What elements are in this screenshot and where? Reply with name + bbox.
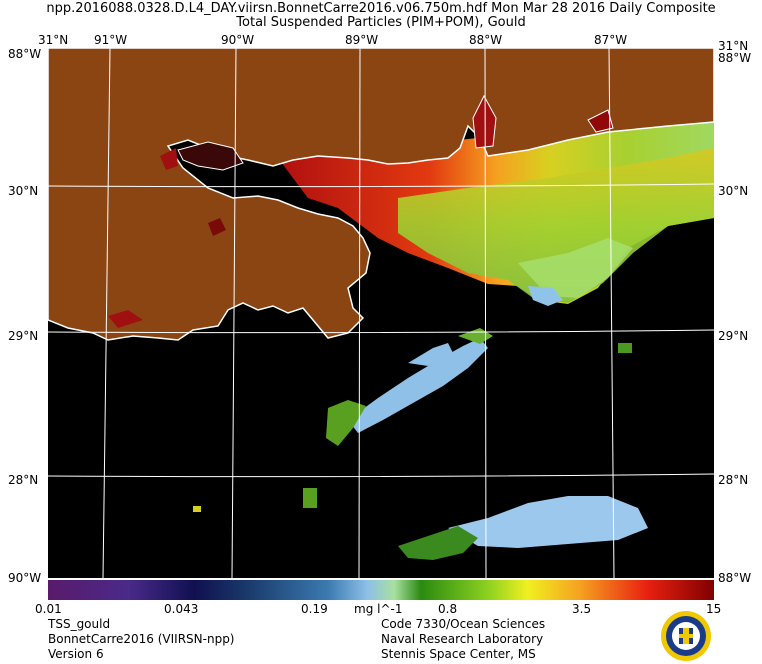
coastal-marsh-red (108, 310, 143, 328)
colorbar (48, 580, 714, 600)
southern-filament-blue (448, 496, 648, 548)
colorbar-tick-label: 0.8 (438, 602, 458, 616)
colorbar-tick-label: 3.5 (572, 602, 592, 616)
version-label: Version 6 (48, 647, 104, 661)
org-location: Stennis Space Center, MS (381, 647, 536, 661)
graticule (48, 48, 714, 578)
sensor-name: BonnetCarre2016 (VIIRSN-npp) (48, 632, 235, 646)
shelf-plume (398, 148, 714, 303)
product-name: TSS_gould (48, 617, 111, 631)
patch-green (303, 488, 317, 508)
lon-label-top: 89°W (345, 33, 379, 47)
patch-yellow (193, 506, 201, 512)
lat-label-left: 30°N (8, 184, 39, 198)
image-title: npp.2016088.0328.D.L4_DAY.viirsn.BonnetC… (46, 1, 716, 16)
lon-label-top: 87°W (594, 33, 628, 47)
colorbar-tick-label: 0.01 (35, 602, 62, 616)
corner-label-top-left: 31°N (38, 33, 69, 47)
offshore-filament-blue (348, 338, 488, 433)
colorbar-tick-label: 15 (706, 602, 722, 616)
offshore-filament-blue-2 (408, 343, 453, 366)
mobile-bay (472, 94, 497, 149)
colorbar-tick-label: 0.043 (164, 602, 199, 616)
org-name: Naval Research Laboratory (381, 632, 544, 646)
land-mass (48, 48, 714, 341)
edge-label-right-bottom: 88°W (718, 571, 752, 585)
coastal-marsh-red (160, 148, 178, 170)
lat-label-left: 29°N (8, 329, 39, 343)
lat-label-right: 30°N (718, 184, 749, 198)
lat-label-right: 28°N (718, 473, 749, 487)
edge-label-left-bottom: 90°W (8, 571, 42, 585)
image-subtitle: Total Suspended Particles (PIM+POM), Gou… (236, 15, 526, 30)
lat-label-right: 29°N (718, 329, 749, 343)
org-code: Code 7330/Ocean Sciences (381, 617, 546, 631)
offshore-filament-green (326, 400, 366, 446)
plume-tip (528, 286, 563, 306)
offshore-plume-light (518, 238, 633, 298)
tss-map (48, 48, 714, 578)
lon-label-top: 88°W (469, 33, 503, 47)
nrl-seal-logo (661, 611, 711, 661)
southern-filament-green (398, 526, 478, 560)
colorbar-gradient (48, 580, 714, 600)
colorbar-tick-label: 0.19 (301, 602, 328, 616)
lat-label-left: 28°N (8, 473, 39, 487)
lon-label-top: 91°W (94, 33, 128, 47)
edge-label-right: 88°W (718, 51, 752, 65)
colorbar-units-label: mg l^-1 (354, 602, 403, 616)
corner-label-top-right: 31°N (718, 39, 749, 53)
lon-label-top: 90°W (221, 33, 255, 47)
coastal-marsh-red (208, 218, 226, 236)
bay-red (587, 109, 614, 133)
patch-green (618, 343, 632, 353)
lake-pontchartrain (177, 141, 244, 171)
edge-label-left: 88°W (8, 47, 42, 61)
